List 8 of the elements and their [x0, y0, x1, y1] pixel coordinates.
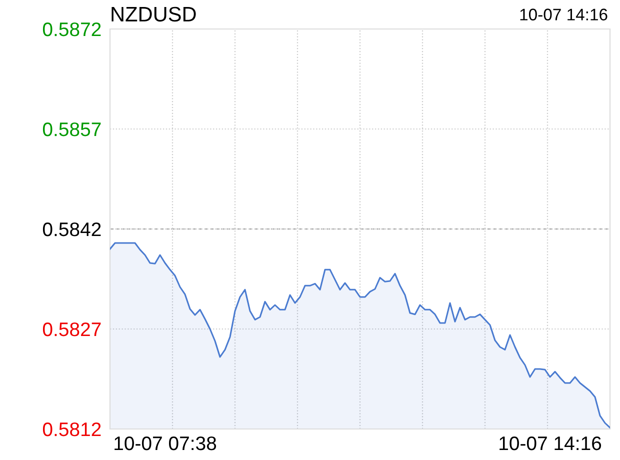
y-tick-label: 0.5812 — [42, 422, 101, 436]
y-tick-label: 0.5857 — [42, 122, 101, 136]
y-tick-label: 0.5842 — [42, 222, 101, 236]
x-tick-label: 10-07 07:38 — [114, 436, 216, 450]
chart-title: NZDUSD — [112, 6, 196, 22]
y-tick-label: 0.5872 — [42, 22, 101, 36]
y-tick-label: 0.5827 — [42, 322, 101, 336]
chart-subtitle: 10-07 14:16 — [520, 8, 608, 20]
